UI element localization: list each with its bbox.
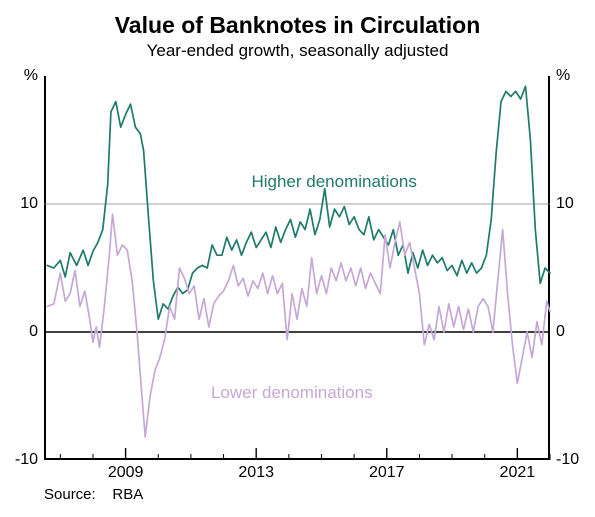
series-line-higher_denominations	[47, 86, 550, 319]
source-line: Source: RBA	[44, 486, 143, 503]
y-tick-label: -10	[556, 452, 579, 468]
x-tick-label: 2017	[369, 464, 405, 482]
y-tick-label: -10	[15, 452, 38, 468]
chart-subtitle: Year-ended growth, seasonally adjusted	[0, 41, 595, 61]
y-unit-left: %	[24, 68, 38, 84]
y-tick-label: 0	[29, 324, 38, 340]
chart-area: % % -10010 -10010 2009201320172021 Highe…	[44, 76, 550, 460]
source-label: Source:	[44, 486, 96, 503]
y-tick-label: 0	[556, 324, 565, 340]
x-tick-label: 2021	[500, 464, 536, 482]
chart-page: Value of Banknotes in Circulation Year-e…	[0, 0, 595, 517]
chart-title: Value of Banknotes in Circulation	[0, 0, 595, 39]
y-tick-label: 10	[20, 196, 38, 212]
series-line-lower_denominations	[47, 214, 550, 437]
y-unit-right: %	[556, 68, 570, 84]
series-label-higher_denominations: Higher denominations	[251, 172, 416, 192]
source-value: RBA	[112, 486, 143, 503]
x-tick-label: 2013	[238, 464, 274, 482]
series-label-lower_denominations: Lower denominations	[211, 383, 373, 403]
y-tick-label: 10	[556, 196, 574, 212]
x-tick-label: 2009	[108, 464, 144, 482]
